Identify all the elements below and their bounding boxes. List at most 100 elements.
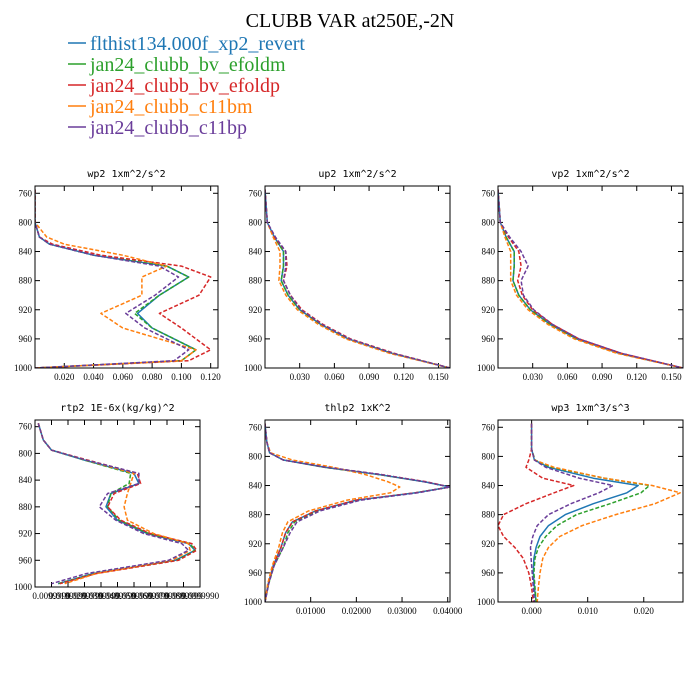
figure-title: CLUBB VAR at250E,-2N (246, 10, 455, 32)
y-tick-label: 880 (482, 510, 496, 520)
x-tick-label: 0.0999990 (181, 591, 220, 601)
y-tick-label: 920 (249, 539, 263, 549)
plot-frame (264, 419, 451, 603)
panel-title: up2 1xm^2/s^2 (318, 169, 396, 180)
y-tick-label: 760 (19, 188, 33, 198)
x-tick-label: 0.150 (661, 372, 682, 382)
series-line-jan24-clubb-c11bp (35, 189, 190, 368)
x-tick-label: 0.03000 (387, 606, 417, 616)
legend-label-flthist134-000f-xp2-revert: flthist134.000f_xp2_revert (90, 33, 305, 55)
series-line-jan24-clubb-c11bm (498, 189, 683, 368)
y-tick-label: 760 (249, 422, 263, 432)
series-line-jan24-clubb-bv-efoldp (498, 189, 683, 368)
y-tick-label: 760 (482, 188, 496, 198)
y-tick-label: 1000 (244, 363, 263, 373)
y-tick-label: 760 (19, 422, 33, 432)
panel-wp2: wp2 1xm^2/s^2 760 800 840 880 920 960 1000 0.020… (14, 169, 221, 382)
legend-label-jan24-clubb-c11bm: jan24_clubb_c11bm (89, 96, 253, 118)
panel-title: rtp2 1E-6x(kg/kg)^2 (60, 403, 174, 414)
y-tick-label: 920 (19, 305, 33, 315)
x-tick-label: 0.020 (54, 372, 75, 382)
x-tick-label: 0.0499999 (98, 591, 137, 601)
series-line-flthist134-000f-xp2-revert (498, 189, 683, 368)
series-group (265, 423, 450, 602)
plot-frame (497, 185, 684, 369)
series-group (265, 189, 450, 368)
series-group (498, 423, 681, 602)
x-tick-label: 0.0399999 (82, 591, 121, 601)
x-tick-label: 0.0199999 (49, 591, 88, 601)
y-tick-label: 840 (19, 475, 33, 485)
y-tick-label: 800 (19, 448, 33, 458)
y-tick-label: 840 (19, 247, 33, 257)
y-tick-label: 800 (249, 451, 263, 461)
y-tick-label: 920 (482, 539, 496, 549)
x-tick-label: 0.02000 (342, 606, 372, 616)
series-line-jan24-clubb-c11bm (265, 423, 401, 602)
x-tick-label: 0.060 (324, 372, 345, 382)
y-tick-label: 1000 (14, 363, 33, 373)
y-tick-label: 960 (249, 334, 263, 344)
x-tick-label: 0.120 (394, 372, 415, 382)
series-line-jan24-clubb-bv-efoldm (530, 423, 651, 602)
plot-frame (34, 419, 201, 588)
y-tick-label: 880 (19, 276, 33, 286)
y-tick-label: 800 (19, 217, 33, 227)
legend-label-jan24-clubb-c11bp: jan24_clubb_c11bp (89, 117, 247, 139)
panel-thlp2: thlp2 1xK^2 760 800 840 880 920 960 1000 0.01000… (244, 403, 463, 616)
series-line-jan24-clubb-bv-efoldp (265, 423, 450, 602)
series-line-jan24-clubb-bv-efoldm (37, 423, 196, 585)
y-tick-label: 1000 (244, 597, 263, 607)
x-tick-label: 0.150 (428, 372, 449, 382)
x-tick-label: 0.010 (578, 606, 599, 616)
panel-rtp2: rtp2 1E-6x(kg/kg)^2 760 800 840 880 920 960 100… (14, 403, 220, 601)
y-tick-label: 920 (19, 529, 33, 539)
panel-title: wp3 1xm^3/s^3 (551, 403, 629, 414)
series-group (35, 189, 212, 368)
y-tick-label: 1000 (477, 363, 496, 373)
legend: flthist134.000f_xp2_revert jan24_clubb_bv… (68, 33, 305, 139)
series-line-jan24-clubb-c11bm (37, 423, 191, 585)
panel-title: thlp2 1xK^2 (324, 403, 390, 414)
x-tick-label: 0.0899999 (164, 591, 203, 601)
x-tick-label: 0.090 (359, 372, 380, 382)
y-tick-label: 960 (249, 568, 263, 578)
y-tick-label: 800 (249, 217, 263, 227)
series-line-jan24-clubb-c11bp (37, 423, 190, 585)
series-line-jan24-clubb-c11bm (35, 189, 197, 368)
series-line-jan24-clubb-bv-efoldp (35, 189, 212, 368)
y-tick-label: 880 (482, 276, 496, 286)
series-line-jan24-clubb-bv-efoldp (498, 423, 575, 602)
y-tick-label: 960 (482, 334, 496, 344)
x-tick-label: 0.040 (83, 372, 104, 382)
panel-up2: up2 1xm^2/s^2 760 800 840 880 920 960 1000 0.030… (244, 169, 451, 382)
x-tick-label: 0.120 (201, 372, 222, 382)
y-tick-label: 880 (249, 510, 263, 520)
plot-frame (497, 419, 684, 603)
series-line-jan24-clubb-bv-efoldm (498, 189, 683, 368)
series-line-jan24-clubb-c11bm (265, 189, 450, 368)
panel-wp3: wp3 1xm^3/s^3 760 800 840 880 920 960 1000 0.000… (477, 403, 684, 616)
x-tick-label: 0.000 (522, 606, 543, 616)
x-tick-label: 0.030 (290, 372, 311, 382)
panel-vp2: vp2 1xm^2/s^2 760 800 840 880 920 960 1000 0.030… (477, 169, 684, 382)
series-line-flthist134-000f-xp2-revert (265, 423, 450, 602)
panel-title: wp2 1xm^2/s^2 (87, 169, 165, 180)
y-tick-label: 960 (19, 555, 33, 565)
series-line-jan24-clubb-c11bm (530, 423, 681, 602)
x-tick-label: 0.0299999 (65, 591, 104, 601)
y-tick-label: 880 (19, 502, 33, 512)
x-tick-label: 0.060 (557, 372, 578, 382)
y-tick-label: 840 (249, 247, 263, 257)
x-tick-label: 0.01000 (296, 606, 326, 616)
panels: wp2 1xm^2/s^2 760 800 840 880 920 960 1000 0.020… (14, 169, 684, 616)
x-tick-label: 0.030 (523, 372, 544, 382)
x-tick-label: 0.120 (627, 372, 648, 382)
y-tick-label: 840 (482, 481, 496, 491)
series-line-jan24-clubb-bv-efoldp (37, 423, 198, 585)
x-tick-label: 0.0699999 (131, 591, 170, 601)
legend-label-jan24-clubb-bv-efoldp: jan24_clubb_bv_efoldp (89, 75, 280, 97)
x-tick-label: 0.100 (171, 372, 192, 382)
x-tick-label: 0.060 (113, 372, 134, 382)
